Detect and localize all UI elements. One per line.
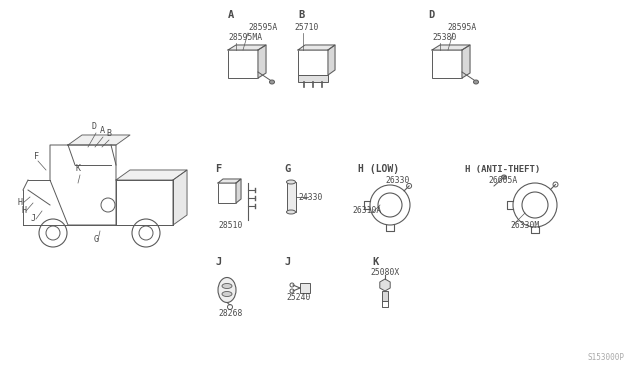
Bar <box>287 182 296 212</box>
Polygon shape <box>298 45 335 50</box>
Text: A: A <box>100 126 105 135</box>
Ellipse shape <box>222 283 232 289</box>
Bar <box>298 50 328 75</box>
Polygon shape <box>432 45 470 50</box>
Bar <box>228 50 258 78</box>
Ellipse shape <box>287 180 296 184</box>
Text: J: J <box>31 214 36 223</box>
Text: H (LOW): H (LOW) <box>358 164 399 174</box>
Polygon shape <box>218 179 241 183</box>
Text: B: B <box>298 10 304 20</box>
Text: 25380: 25380 <box>432 33 456 42</box>
Polygon shape <box>258 45 266 78</box>
Ellipse shape <box>502 175 506 179</box>
Text: J: J <box>215 257 221 267</box>
Text: K: K <box>76 164 81 173</box>
Bar <box>382 291 388 301</box>
Polygon shape <box>462 45 470 78</box>
Text: J: J <box>284 257 291 267</box>
Text: H: H <box>21 206 26 215</box>
Text: 28595MA: 28595MA <box>228 33 262 42</box>
Ellipse shape <box>218 278 236 302</box>
Text: K: K <box>372 257 378 267</box>
Polygon shape <box>116 170 187 180</box>
Text: 28268: 28268 <box>218 309 243 318</box>
Text: 28595A: 28595A <box>447 23 476 32</box>
Text: B: B <box>106 129 111 138</box>
Text: 28510: 28510 <box>218 221 243 230</box>
Ellipse shape <box>222 292 232 296</box>
Text: 25710: 25710 <box>294 23 318 32</box>
Bar <box>432 50 462 78</box>
Polygon shape <box>328 45 335 75</box>
Text: 25240: 25240 <box>286 293 310 302</box>
Ellipse shape <box>474 80 479 84</box>
Text: S153000P: S153000P <box>588 353 625 362</box>
Text: 26605A: 26605A <box>488 176 517 185</box>
Text: F: F <box>215 164 221 174</box>
Text: D: D <box>428 10 435 20</box>
Text: 25080X: 25080X <box>370 268 399 277</box>
Text: H: H <box>18 198 23 207</box>
Polygon shape <box>380 279 390 291</box>
Text: H (ANTI-THEFT): H (ANTI-THEFT) <box>465 165 540 174</box>
Bar <box>218 183 236 203</box>
Bar <box>298 75 328 82</box>
Text: G: G <box>284 164 291 174</box>
Text: 26330M: 26330M <box>510 221 540 230</box>
Text: 28595A: 28595A <box>248 23 277 32</box>
Polygon shape <box>68 135 130 145</box>
Text: 26330: 26330 <box>385 176 410 185</box>
Text: 26310A: 26310A <box>352 206 381 215</box>
Text: F: F <box>34 152 39 161</box>
Polygon shape <box>228 45 266 50</box>
Text: A: A <box>228 10 234 20</box>
Polygon shape <box>173 170 187 225</box>
Ellipse shape <box>269 80 275 84</box>
Text: 24330: 24330 <box>298 193 323 202</box>
Bar <box>300 283 310 293</box>
Ellipse shape <box>287 210 296 214</box>
Text: D: D <box>92 122 97 131</box>
Text: G: G <box>94 235 99 244</box>
Polygon shape <box>236 179 241 203</box>
